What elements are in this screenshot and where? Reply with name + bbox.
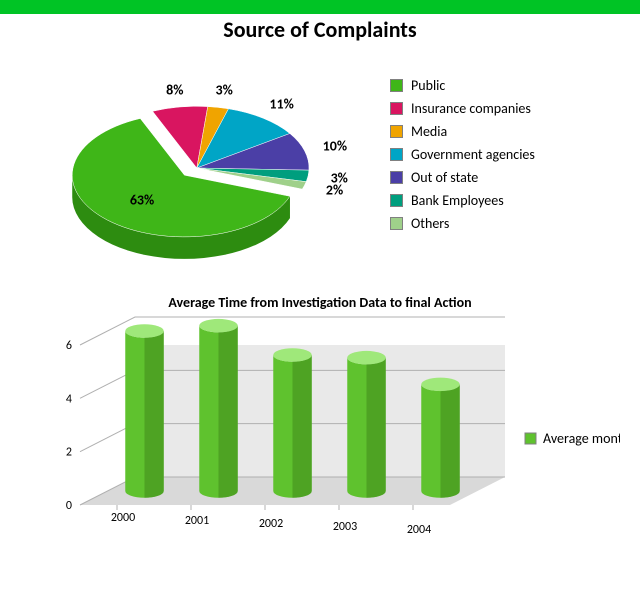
- legend-swatch: [390, 217, 403, 230]
- pie-legend: Public Insurance companies Media Government…: [390, 71, 535, 238]
- y-tick-label: 2: [66, 446, 72, 460]
- pie-slice-label: 63%: [130, 191, 154, 208]
- header-accent-bar: [0, 0, 640, 14]
- bar-chart: 0 2 4 6 2000 2001 2002 2003 2004 Average months: [20, 315, 620, 565]
- legend-label: Out of state: [411, 169, 478, 186]
- legend-swatch: [390, 125, 403, 138]
- bar-chart-title: Average Time from Investigation Data to …: [20, 294, 620, 311]
- x-tick-label: 2003: [333, 520, 357, 534]
- legend-swatch: [390, 102, 403, 115]
- legend-label: Others: [411, 215, 449, 232]
- x-tick-label: 2002: [259, 517, 283, 531]
- pie-slice-label: 8%: [166, 81, 183, 98]
- pie-chart: 63%8%3%11%10%3%2%: [20, 51, 360, 276]
- x-tick-label: 2000: [111, 511, 135, 525]
- legend-item: Insurance companies: [390, 100, 535, 117]
- slide-body: Source of Complaints 63%8%3%11%10%3%2% P…: [0, 16, 640, 565]
- legend-swatch: [390, 79, 403, 92]
- legend-item: Others: [390, 215, 535, 232]
- legend-item: Media: [390, 123, 535, 140]
- legend-item: Government agencies: [390, 146, 535, 163]
- bar-legend: Average months: [525, 430, 620, 447]
- legend-label: Bank Employees: [411, 192, 504, 209]
- legend-item: Out of state: [390, 169, 535, 186]
- legend-label: Insurance companies: [411, 100, 531, 117]
- legend-label: Government agencies: [411, 146, 535, 163]
- legend-label: Media: [411, 123, 447, 140]
- x-tick-label: 2004: [407, 523, 431, 537]
- y-tick-label: 0: [66, 499, 72, 513]
- page-title: Source of Complaints: [20, 16, 620, 43]
- pie-slice-label: 10%: [323, 138, 347, 155]
- pie-slice-label: 11%: [269, 96, 293, 113]
- legend-swatch: [390, 171, 403, 184]
- bar-legend-label: Average months: [543, 430, 620, 447]
- pie-slice-label: 3%: [216, 82, 233, 99]
- pie-slice-label: 2%: [326, 182, 343, 199]
- x-tick-label: 2001: [185, 514, 209, 528]
- legend-item: Public: [390, 77, 535, 94]
- y-tick-label: 4: [66, 392, 72, 406]
- pie-section: 63%8%3%11%10%3%2% PublicInsurance compan…: [20, 51, 620, 276]
- legend-swatch: [390, 194, 403, 207]
- legend-item: Bank Employees: [390, 192, 535, 209]
- legend-swatch: [390, 148, 403, 161]
- y-tick-label: 6: [66, 339, 72, 353]
- legend-label: Public: [411, 77, 445, 94]
